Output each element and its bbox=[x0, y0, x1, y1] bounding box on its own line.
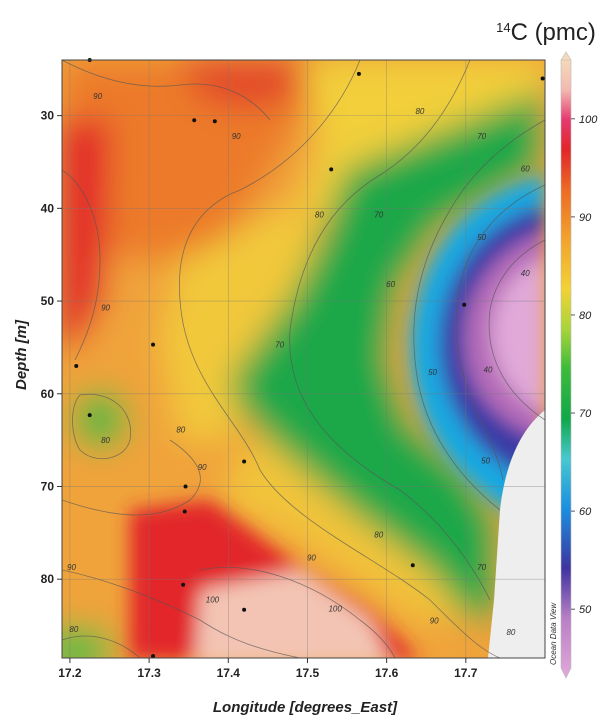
contour-label: 100 bbox=[328, 605, 342, 614]
plot-area bbox=[62, 60, 545, 658]
colorbar bbox=[560, 51, 572, 679]
colorbar-tick-label: 50 bbox=[579, 604, 592, 616]
contour-label: 90 bbox=[232, 132, 241, 141]
sample-point bbox=[540, 76, 545, 81]
y-axis-label: Depth [m] bbox=[13, 319, 30, 390]
contour-label: 80 bbox=[176, 426, 185, 435]
sample-point bbox=[329, 167, 334, 172]
x-tick-label: 17.3 bbox=[137, 666, 161, 680]
colorbar-bar bbox=[560, 59, 572, 679]
contour-labels: 90 90 80 70 60 80 70 50 40 60 90 70 50 40 80 80 50 90 80 90… bbox=[67, 92, 530, 637]
sample-point bbox=[410, 563, 415, 568]
sample-point bbox=[356, 71, 361, 76]
contour-label: 80 bbox=[374, 530, 383, 539]
y-axis-ticks: 30 40 50 60 70 80 bbox=[41, 109, 62, 586]
contour-label: 60 bbox=[386, 280, 395, 289]
contour-label: 70 bbox=[477, 132, 486, 141]
x-tick-label: 17.2 bbox=[58, 666, 82, 680]
sample-point bbox=[462, 302, 467, 307]
sample-point bbox=[151, 342, 156, 347]
no-data-region bbox=[488, 410, 545, 658]
contour-label: 90 bbox=[198, 463, 207, 472]
y-tick-label: 30 bbox=[41, 109, 55, 123]
colorbar-tick-label: 70 bbox=[579, 408, 592, 420]
contour-label: 80 bbox=[315, 211, 324, 220]
contour-label: 90 bbox=[430, 617, 439, 626]
grid bbox=[62, 60, 545, 658]
colorbar-tick-label: 90 bbox=[579, 212, 592, 224]
sample-point bbox=[151, 654, 156, 659]
sample-point bbox=[181, 582, 186, 587]
contour-label: 80 bbox=[69, 625, 78, 634]
contour-label: 90 bbox=[67, 563, 76, 572]
y-tick-label: 40 bbox=[41, 201, 55, 215]
x-axis-label: Longitude [degrees_East] bbox=[213, 699, 398, 716]
contour-label: 80 bbox=[506, 628, 515, 637]
contour-label: 70 bbox=[374, 211, 383, 220]
x-tick-label: 17.4 bbox=[217, 666, 241, 680]
sample-point bbox=[87, 413, 92, 418]
watermark: Ocean Data View bbox=[549, 602, 558, 665]
contour-label: 50 bbox=[481, 456, 490, 465]
contour-label: 40 bbox=[521, 269, 530, 278]
colorbar-tick-label: 100 bbox=[579, 114, 598, 126]
sample-point bbox=[242, 607, 247, 612]
sample-point bbox=[192, 118, 197, 123]
contour-label: 90 bbox=[101, 303, 110, 312]
sample-point bbox=[212, 119, 217, 124]
sample-point bbox=[182, 509, 187, 514]
x-tick-label: 17.5 bbox=[296, 666, 320, 680]
sample-point bbox=[242, 459, 247, 464]
contour-label: 100 bbox=[206, 595, 220, 604]
contour-label: 70 bbox=[275, 340, 284, 349]
colorbar-tick-label: 60 bbox=[579, 506, 592, 518]
sample-point bbox=[74, 363, 79, 368]
contour-label: 80 bbox=[101, 436, 110, 445]
contour-label: 70 bbox=[477, 563, 486, 572]
x-tick-label: 17.7 bbox=[454, 666, 478, 680]
contour-label: 90 bbox=[307, 554, 316, 563]
y-tick-label: 60 bbox=[41, 387, 55, 401]
contour-lines bbox=[62, 60, 545, 658]
sample-point bbox=[183, 484, 188, 489]
contour-label: 40 bbox=[484, 365, 493, 374]
x-tick-label: 17.6 bbox=[375, 666, 399, 680]
y-tick-label: 50 bbox=[41, 294, 55, 308]
contour-label: 60 bbox=[521, 164, 530, 173]
y-tick-label: 70 bbox=[41, 479, 55, 493]
contour-label: 90 bbox=[93, 92, 102, 101]
colorbar-tick-label: 80 bbox=[579, 310, 592, 322]
contour-label: 80 bbox=[415, 107, 424, 116]
sample-points bbox=[74, 58, 545, 659]
colorbar-top-cap bbox=[560, 51, 572, 61]
contour-label: 50 bbox=[477, 233, 486, 242]
x-axis-ticks: 17.2 17.3 17.4 17.5 17.6 17.7 bbox=[58, 658, 478, 680]
contour-label: 50 bbox=[428, 368, 437, 377]
colorbar-ticks: 50 60 70 80 90 100 bbox=[571, 114, 598, 616]
plot-frame bbox=[61, 59, 546, 659]
y-tick-label: 80 bbox=[41, 572, 55, 586]
chart-title: 14C (pmc) bbox=[496, 19, 596, 46]
